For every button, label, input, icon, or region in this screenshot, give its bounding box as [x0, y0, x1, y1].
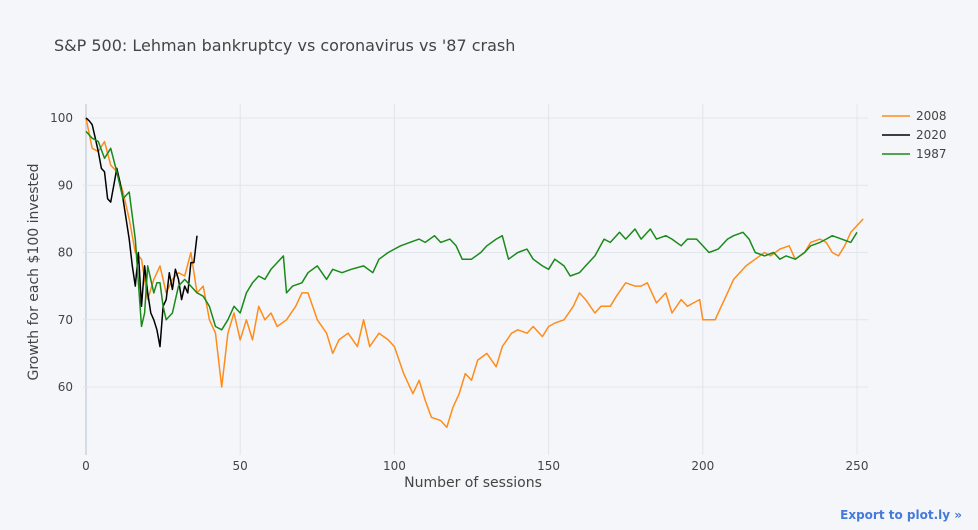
x-tick-label: 50: [233, 459, 248, 473]
x-tick-label: 250: [846, 459, 869, 473]
series-lines: [85, 117, 864, 429]
x-tick-label: 200: [691, 459, 714, 473]
x-axis-label: Number of sessions: [404, 475, 542, 491]
y-tick-label: 90: [58, 178, 73, 192]
gridlines: [83, 104, 868, 455]
x-tick-label: 0: [82, 459, 90, 473]
series-line-2020[interactable]: [85, 117, 198, 348]
legend[interactable]: 2008 2020 1987: [882, 109, 947, 161]
y-axis-label: Growth for each $100 invested: [26, 163, 42, 380]
export-to-plotly-link[interactable]: Export to plot.ly »: [840, 508, 962, 522]
tick-labels: 0 50 100 150 200 250 60 70 80 90 100: [50, 111, 868, 473]
legend-label: 2008: [916, 109, 947, 123]
x-tick-label: 100: [383, 459, 406, 473]
y-tick-label: 70: [58, 313, 73, 327]
x-tick-label: 150: [537, 459, 560, 473]
y-tick-label: 100: [50, 111, 73, 125]
legend-item-2008[interactable]: 2008: [882, 109, 947, 123]
y-tick-label: 80: [58, 246, 73, 260]
y-tick-label: 60: [58, 380, 73, 394]
series-line-1987[interactable]: [85, 130, 858, 331]
legend-label: 1987: [916, 147, 947, 161]
series-line-2008[interactable]: [85, 117, 864, 429]
legend-item-1987[interactable]: 1987: [882, 147, 947, 161]
chart-title: S&P 500: Lehman bankruptcy vs coronaviru…: [54, 36, 515, 55]
legend-label: 2020: [916, 128, 947, 142]
legend-item-2020[interactable]: 2020: [882, 128, 947, 142]
